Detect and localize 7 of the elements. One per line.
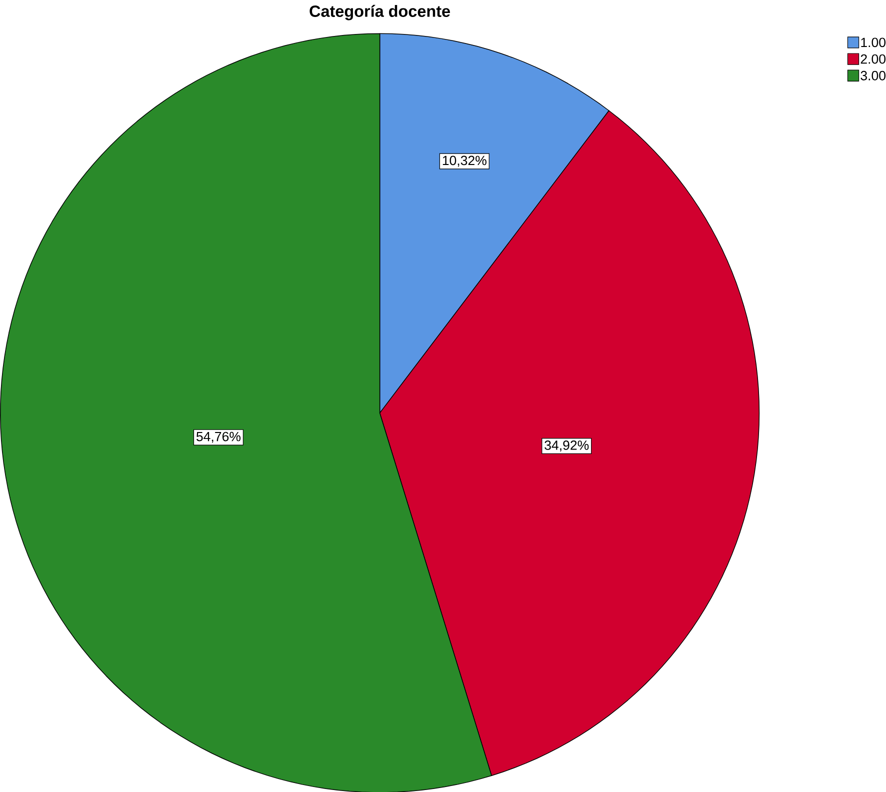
legend-label: 2.00 [860,54,886,64]
chart-title: Categoría docente [310,4,450,20]
legend-label: 1.00 [861,38,886,47]
data-label: 34,92% [544,440,589,452]
legend-label: 3.00 [860,70,886,80]
data-label: 54,76% [196,432,240,443]
data-label: 10,32% [442,156,486,167]
